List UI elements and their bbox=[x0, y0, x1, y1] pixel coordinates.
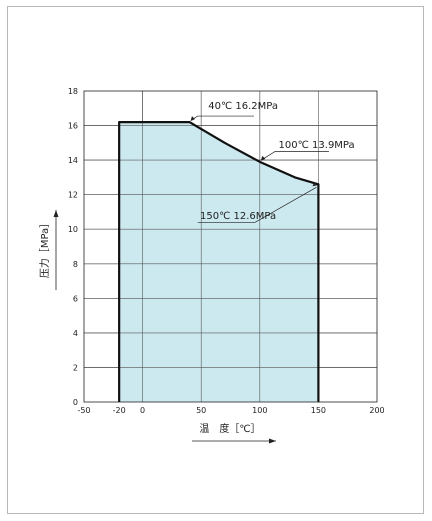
annotation-label: 40℃ 16.2MPa bbox=[208, 101, 278, 112]
operating-region-area bbox=[119, 122, 319, 402]
y-tick-label: 2 bbox=[73, 363, 78, 372]
annotation-label: 150℃ 12.6MPa bbox=[200, 211, 276, 222]
x-tick-label: -50 bbox=[77, 406, 90, 415]
x-tick-label: 50 bbox=[196, 406, 206, 415]
plot-border bbox=[83, 90, 378, 403]
y-tick-label: 18 bbox=[68, 87, 78, 96]
y-tick-label: 14 bbox=[68, 156, 78, 165]
x-tick-label: 0 bbox=[140, 406, 145, 415]
y-tick-label: 10 bbox=[68, 225, 78, 234]
y-axis-arrow-head bbox=[53, 210, 59, 217]
x-tick-label: -20 bbox=[113, 406, 126, 415]
x-tick-label: 100 bbox=[252, 406, 267, 415]
annotation-arrowhead bbox=[312, 182, 318, 187]
y-tick-label: 0 bbox=[73, 398, 78, 407]
annotation-leader bbox=[261, 151, 329, 161]
x-tick-label: 150 bbox=[311, 406, 326, 415]
annotation-arrowhead bbox=[190, 116, 195, 122]
annotation-label: 100℃ 13.9MPa bbox=[279, 140, 355, 151]
y-axis-label: 压力［MPa］ bbox=[38, 218, 51, 278]
grid-overlay bbox=[84, 91, 377, 402]
annotation-leader bbox=[191, 115, 254, 121]
y-tick-label: 8 bbox=[73, 260, 78, 269]
annotations: 40℃ 16.2MPa 100℃ 13.9MPa 150℃ 12.6MPa bbox=[190, 101, 355, 223]
x-axis-label: 温 度［℃］ bbox=[199, 422, 260, 435]
annotation-leader bbox=[197, 186, 317, 223]
tick-labels: -50 -20 0 50 100 150 200 0 2 4 6 8 10 12 14 16 18 bbox=[68, 87, 385, 415]
x-tick-label: 200 bbox=[369, 406, 384, 415]
y-tick-label: 4 bbox=[73, 329, 78, 338]
x-axis-arrow-head bbox=[269, 438, 276, 444]
y-tick-label: 16 bbox=[68, 122, 78, 131]
y-tick-label: 12 bbox=[68, 191, 78, 200]
annotation-arrowhead bbox=[260, 155, 266, 161]
y-tick-label: 6 bbox=[73, 294, 78, 303]
figure-frame bbox=[7, 6, 424, 514]
